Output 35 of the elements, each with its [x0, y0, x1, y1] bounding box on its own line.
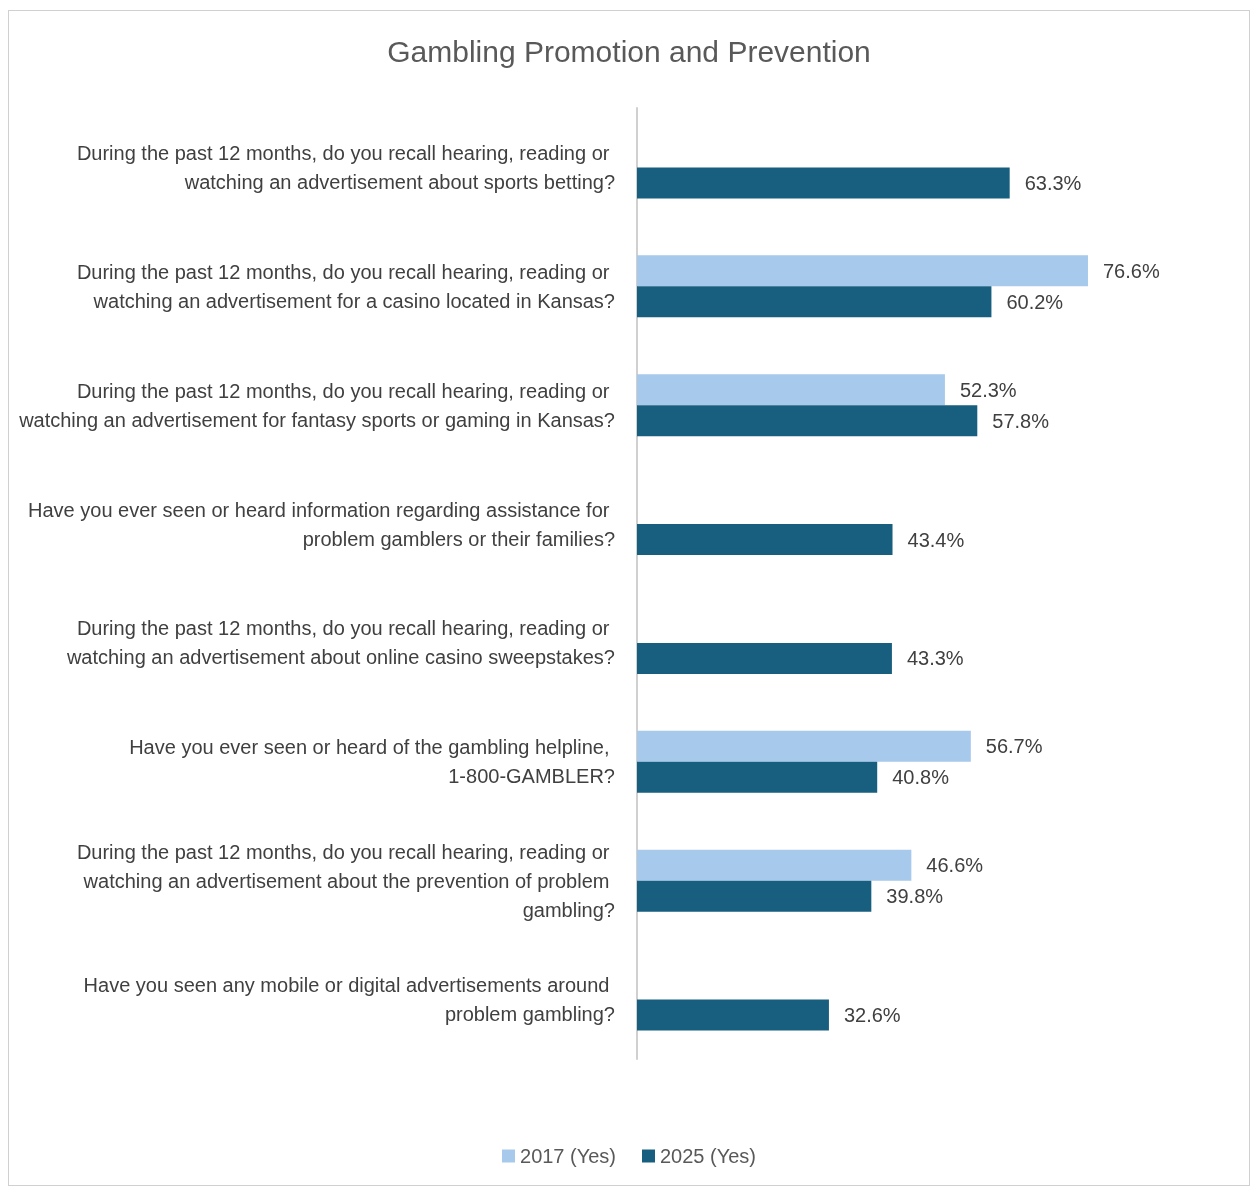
data-label: 40.8% [892, 766, 950, 789]
legend-label: 2025 (Yes) [660, 1145, 756, 1167]
bar [637, 849, 912, 881]
data-label: 43.3% [906, 647, 964, 670]
bar [637, 524, 893, 556]
bar [637, 880, 872, 912]
y-tick-label: Have you seen any mobile or digital advertisements around problem gambling? [83, 974, 615, 1026]
y-tick-label: During the past 12 months, do you recall hearing, reading or watching an advertisement for a casino located in Kansas? [76, 260, 615, 312]
data-label: 63.3% [1024, 171, 1082, 194]
chart-title: Gambling Promotion and Prevention [387, 34, 871, 68]
data-label: 57.8% [992, 409, 1050, 432]
data-label: 46.6% [926, 854, 984, 877]
y-tick-label: During the past 12 months, do you recall hearing, reading or watching an advertisement for fantasy sports or gaming in Kansas? [18, 379, 615, 431]
bar [637, 167, 1010, 199]
data-label: 52.3% [959, 378, 1017, 401]
bar [637, 405, 978, 437]
data-label: 39.8% [886, 885, 944, 908]
bar [637, 642, 892, 674]
y-tick-label: During the past 12 months, do you recall hearing, reading or watching an advertisement about online casino sweepstakes? [65, 617, 615, 669]
bar [637, 374, 945, 406]
bar [637, 255, 1088, 287]
bar [637, 761, 878, 793]
legend-label: 2017 (Yes) [520, 1145, 616, 1167]
y-tick-label: Have you ever seen or heard information regarding assistance for problem gamblers or their families? [28, 498, 615, 550]
data-label: 60.2% [1006, 290, 1064, 313]
bar [637, 286, 992, 318]
data-label: 32.6% [843, 1004, 901, 1027]
y-tick-label: During the past 12 months, do you recall hearing, reading or watching an advertisement about sports betting? [76, 141, 615, 193]
bar [637, 730, 971, 762]
data-label: 43.4% [907, 528, 965, 551]
bar [637, 999, 829, 1031]
data-label: 76.6% [1102, 259, 1160, 282]
data-label: 56.7% [985, 735, 1043, 758]
y-tick-label: During the past 12 months, do you recall hearing, reading or watching an advertisement about the prevention of problem gambling? [76, 840, 615, 921]
y-tick-label: Have you ever seen or heard of the gambling helpline, 1-800-GAMBLER? [129, 736, 615, 788]
